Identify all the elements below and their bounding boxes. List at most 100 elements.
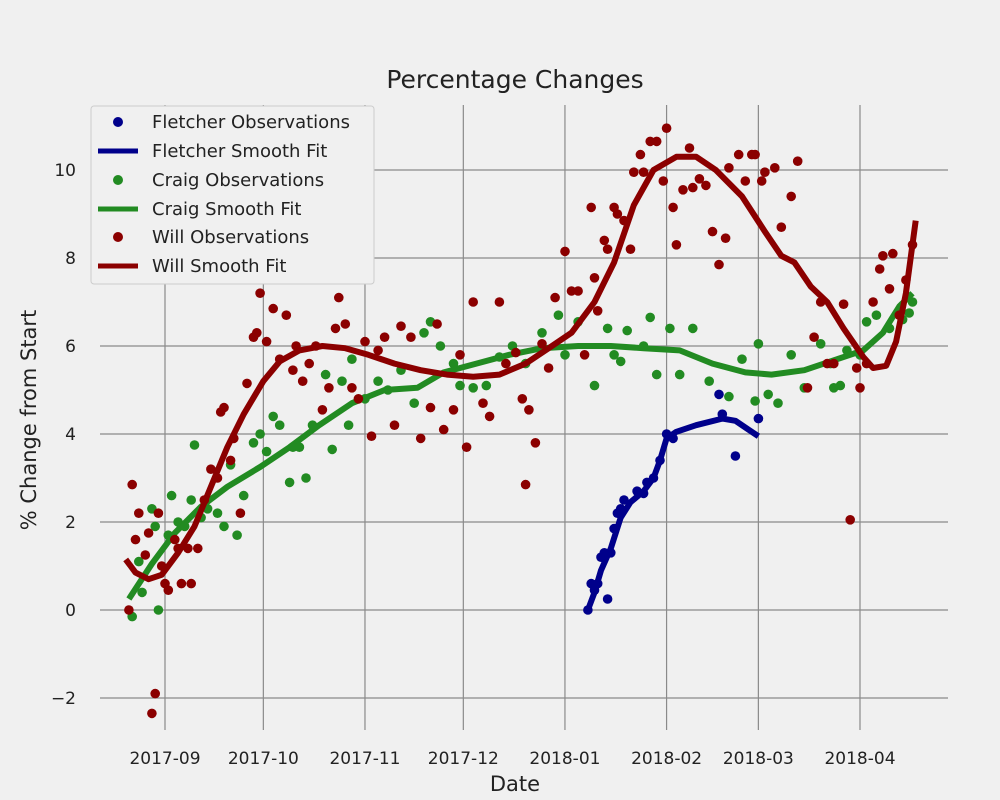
craig-observations-point [343, 420, 354, 431]
will-observations-point [373, 345, 383, 356]
will-observations-point [589, 273, 600, 283]
craig-observations-point [179, 521, 190, 532]
craig-observations-point [212, 508, 223, 518]
will-observations-point [484, 411, 495, 422]
will-observations-point [884, 284, 895, 294]
will-observations-point [261, 336, 272, 347]
legend-label-fletcher-observations: Fletcher Observations [152, 112, 350, 133]
craig-observations-point [261, 446, 272, 457]
will-observations-point [150, 688, 160, 699]
x-tick-label: 2017-12 [428, 749, 499, 769]
craig-observations-point [494, 352, 505, 362]
will-observations-point [602, 244, 613, 254]
will-observations-point [907, 240, 918, 250]
will-observations-point [311, 341, 321, 351]
will-observations-point [629, 167, 639, 177]
fletcher-observations-point [655, 455, 665, 466]
craig-observations-point [435, 341, 446, 351]
will-observations-point [750, 149, 760, 160]
will-observations-point [170, 534, 180, 545]
will-observations-point [461, 442, 472, 453]
will-observations-point [671, 240, 682, 250]
will-observations-point [274, 354, 285, 365]
legend-label-fletcher-smooth-fit: Fletcher Smooth Fit [152, 141, 327, 162]
will-observations-point [468, 297, 479, 307]
will-observations-point [396, 321, 406, 332]
will-observations-point [199, 495, 210, 505]
craig-observations-point [651, 369, 662, 380]
y-tick-label: 2 [65, 513, 76, 533]
will-observations-point [537, 339, 547, 349]
will-observations-point [829, 358, 839, 369]
will-observations-point [612, 209, 623, 219]
will-observations-point [855, 383, 865, 393]
craig-observations-point [294, 442, 305, 453]
will-observations-point [809, 332, 819, 343]
fletcher-observations-point [609, 523, 619, 534]
craig-observations-point [638, 341, 649, 351]
will-observations-point [235, 508, 246, 518]
craig-observations-point [907, 297, 918, 307]
craig-observations-point [301, 473, 311, 483]
will-observations-point [186, 578, 196, 589]
craig-observations-point [750, 396, 760, 406]
will-observations-point [324, 383, 334, 393]
will-observations-point [724, 163, 734, 173]
fletcher-observations-point [668, 433, 678, 444]
will-observations-point [851, 363, 862, 373]
will-observations-point [566, 286, 577, 296]
will-observations-point [560, 246, 570, 257]
craig-observations-point [537, 328, 547, 338]
will-observations-point [845, 515, 855, 525]
will-observations-point [874, 264, 885, 274]
craig-observations-point [468, 383, 479, 393]
x-tick-label: 2017-10 [228, 749, 299, 769]
will-observations-point [543, 363, 554, 373]
will-observations-point [707, 226, 718, 237]
will-observations-point [815, 297, 826, 307]
will-observations-point [455, 350, 465, 360]
craig-observations-point [232, 530, 242, 540]
will-observations-point [360, 336, 370, 347]
will-observations-point [379, 332, 390, 343]
craig-observations-point [419, 328, 429, 338]
craig-observations-point [724, 391, 734, 402]
will-observations-point [520, 479, 531, 490]
will-observations-point [638, 167, 649, 177]
will-observations-point [524, 405, 534, 415]
will-observations-point [347, 383, 357, 393]
x-tick-label: 2018-01 [529, 749, 600, 769]
craig-observations-point [327, 444, 338, 455]
will-observations-point [586, 202, 596, 213]
chart-title: Percentage Changes [386, 65, 643, 94]
will-observations-point [619, 215, 629, 226]
will-observations-point [494, 297, 505, 307]
will-observations-point [579, 350, 590, 360]
will-observations-point [156, 561, 167, 571]
fletcher-observations-point [602, 594, 613, 604]
x-tick-label: 2017-09 [129, 749, 200, 769]
fletcher-observations-point [619, 495, 629, 505]
will-observations-point [340, 319, 351, 329]
will-observations-point [733, 149, 744, 160]
craig-observations-point [166, 490, 177, 501]
tick-labels: 2017-09 2017-10 2017-11 2017-12 2018-01 2018-… [51, 161, 896, 769]
will-observations-point [127, 479, 137, 490]
craig-observations-point [753, 339, 764, 349]
will-observations-point [438, 424, 449, 435]
will-observations-point [425, 402, 436, 413]
will-observations-point [432, 319, 442, 329]
craig-observations-point [622, 325, 632, 336]
craig-observations-point [255, 429, 265, 439]
will-observations-point [163, 585, 174, 595]
will-observations-point [406, 332, 416, 343]
will-observations-point [592, 306, 603, 316]
will-observations-point [415, 433, 426, 444]
will-smooth-fit-line [123, 153, 919, 583]
will-observations-point [353, 394, 364, 404]
fletcher-smooth-fit-line [585, 415, 761, 612]
y-tick-label: −2 [51, 689, 76, 709]
will-observations-point [868, 297, 878, 307]
will-observations-point [511, 347, 521, 358]
